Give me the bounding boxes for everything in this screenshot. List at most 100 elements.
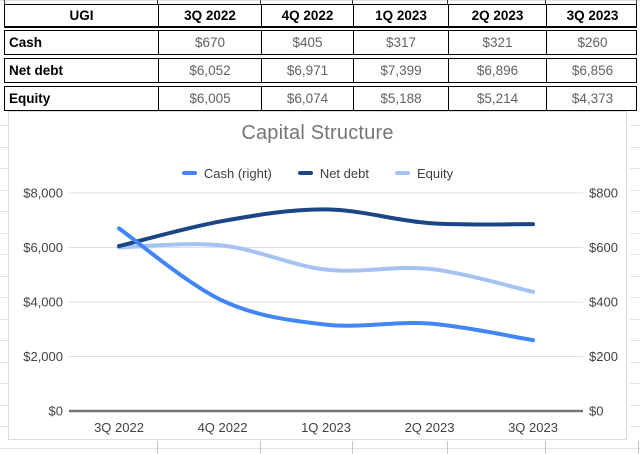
sheet-row-stub xyxy=(0,319,8,320)
table-row-label[interactable]: Equity xyxy=(9,91,51,106)
legend-label: Net debt xyxy=(319,165,369,181)
sheet-row-stub xyxy=(0,362,8,363)
sheet-row-stub xyxy=(0,405,8,406)
table-body: Cash $670 $405 $317 $321 $260 Net debt $6,052 $6… xyxy=(4,30,637,111)
chart-line-equity[interactable] xyxy=(117,242,535,294)
sheet-column-line xyxy=(352,441,353,454)
legend-item-equity[interactable]: Equity xyxy=(394,165,454,181)
legend-label: Cash (right) xyxy=(203,165,272,181)
table-cell[interactable]: $4,373 xyxy=(546,87,638,110)
table-cell[interactable]: $405 xyxy=(261,31,353,54)
left-axis-tick: $6,000 xyxy=(23,240,63,255)
sheet-row-stub xyxy=(630,319,640,320)
sheet-row-stub xyxy=(0,426,8,427)
legend-swatch-icon xyxy=(394,171,410,175)
table-cell[interactable]: $6,074 xyxy=(261,87,353,110)
legend-item-cash-right[interactable]: Cash (right) xyxy=(181,165,272,181)
left-axis-tick: $0 xyxy=(49,404,63,419)
sheet-row-stub xyxy=(630,426,640,427)
chart-title: Capital Structure xyxy=(241,122,394,144)
sheet-row-stub xyxy=(0,340,8,341)
x-axis-label: 3Q 2022 xyxy=(94,420,144,435)
table-row: Equity $6,005 $6,074 $5,188 $5,214 $4,373 xyxy=(4,86,637,111)
capital-structure-chart[interactable]: Capital Structure Cash (right) Net debt Eq… xyxy=(8,111,627,440)
chart-line-net-debt[interactable] xyxy=(117,207,535,249)
sheet-row-stub xyxy=(0,211,8,212)
x-axis-label: 4Q 2022 xyxy=(198,420,248,435)
sheet-column-line xyxy=(638,441,639,454)
table-header-cell[interactable]: 1Q 2023 xyxy=(353,5,448,26)
sheet-column-line xyxy=(545,441,546,454)
table-header-cell[interactable]: 3Q 2022 xyxy=(158,5,261,26)
sheet-row-stub xyxy=(630,168,640,169)
table-cell[interactable]: $6,856 xyxy=(546,59,638,82)
table-header-cell[interactable]: 4Q 2022 xyxy=(261,5,353,26)
right-axis-tick: $0 xyxy=(589,404,603,419)
sheet-row-stub xyxy=(630,362,640,363)
sheet-column-line xyxy=(260,441,261,454)
sheet-row-stub xyxy=(630,297,640,298)
sheet-row-stub xyxy=(630,405,640,406)
table-row-label[interactable]: Net debt xyxy=(9,63,63,78)
table-row-label[interactable]: Cash xyxy=(9,35,43,50)
right-axis-tick: $600 xyxy=(589,240,618,255)
table-row: Net debt $6,052 $6,971 $7,399 $6,896 $6,856 xyxy=(4,58,637,83)
right-axis-tick: $800 xyxy=(589,186,618,201)
table-cell[interactable]: $5,214 xyxy=(448,87,546,110)
x-axis-label: 2Q 2023 xyxy=(405,420,455,435)
financial-table: UGI 3Q 2022 4Q 2022 1Q 2023 2Q 2023 3Q 2023 C… xyxy=(4,4,637,114)
sheet-row-stub xyxy=(630,125,640,126)
table-cell[interactable]: $321 xyxy=(448,31,546,54)
left-axis-tick: $4,000 xyxy=(23,295,63,310)
table-header-row: UGI 3Q 2022 4Q 2022 1Q 2023 2Q 2023 3Q 2023 xyxy=(4,4,637,28)
sheet-row-stub xyxy=(0,254,8,255)
table-cell[interactable]: $5,188 xyxy=(353,87,448,110)
sheet-row-stub xyxy=(0,190,8,191)
right-axis-tick: $400 xyxy=(589,295,618,310)
sheet-row-stub xyxy=(630,233,640,234)
table-cell[interactable]: $260 xyxy=(546,31,638,54)
table-cell[interactable]: $6,971 xyxy=(261,59,353,82)
table-row: Cash $670 $405 $317 $321 $260 xyxy=(4,30,637,55)
table-corner-cell[interactable]: UGI xyxy=(69,8,94,23)
table-cell[interactable]: $6,052 xyxy=(158,59,261,82)
chart-line-cash-right[interactable] xyxy=(117,226,535,343)
sheet-row-stub xyxy=(0,125,8,126)
sheet-row-stub xyxy=(0,168,8,169)
left-axis-tick: $8,000 xyxy=(23,186,63,201)
left-axis-tick: $2,000 xyxy=(23,349,63,364)
sheet-row-stub xyxy=(630,276,640,277)
sheet-row-stub xyxy=(0,233,8,234)
sheet-row-stub xyxy=(630,211,640,212)
sheet-row-line xyxy=(0,448,640,449)
legend-swatch-icon xyxy=(181,171,197,175)
sheet-column-line xyxy=(157,441,158,454)
table-cell[interactable]: $6,896 xyxy=(448,59,546,82)
chart-plot: $8,000 $800 $6,000 $600 $4,000 $400 $2,000 $200… xyxy=(23,186,618,436)
sheet-row-stub xyxy=(630,190,640,191)
sheet-row-stub xyxy=(630,254,640,255)
sheet-row-stub xyxy=(0,383,8,384)
x-axis-label: 1Q 2023 xyxy=(301,420,351,435)
sheet-row-stub xyxy=(630,340,640,341)
legend-swatch-icon xyxy=(297,171,313,175)
sheet-column-line xyxy=(447,441,448,454)
table-cell[interactable]: $317 xyxy=(353,31,448,54)
table-header-cell[interactable]: 2Q 2023 xyxy=(448,5,546,26)
sheet-row-line xyxy=(0,0,640,1)
sheet-row-stub xyxy=(0,147,8,148)
sheet-row-stub xyxy=(0,276,8,277)
sheet-row-stub xyxy=(630,383,640,384)
legend-label: Equity xyxy=(416,165,454,181)
sheet-row-stub xyxy=(0,297,8,298)
table-header-cell[interactable]: 3Q 2023 xyxy=(546,5,638,26)
right-axis-tick: $200 xyxy=(589,349,618,364)
legend-item-net-debt[interactable]: Net debt xyxy=(297,165,369,181)
table-cell[interactable]: $6,005 xyxy=(158,87,261,110)
table-cell[interactable]: $670 xyxy=(158,31,261,54)
table-cell[interactable]: $7,399 xyxy=(353,59,448,82)
x-axis-label: 3Q 2023 xyxy=(508,420,558,435)
sheet-row-stub xyxy=(630,147,640,148)
chart-legend: Cash (right) Net debt Equity xyxy=(9,164,626,182)
